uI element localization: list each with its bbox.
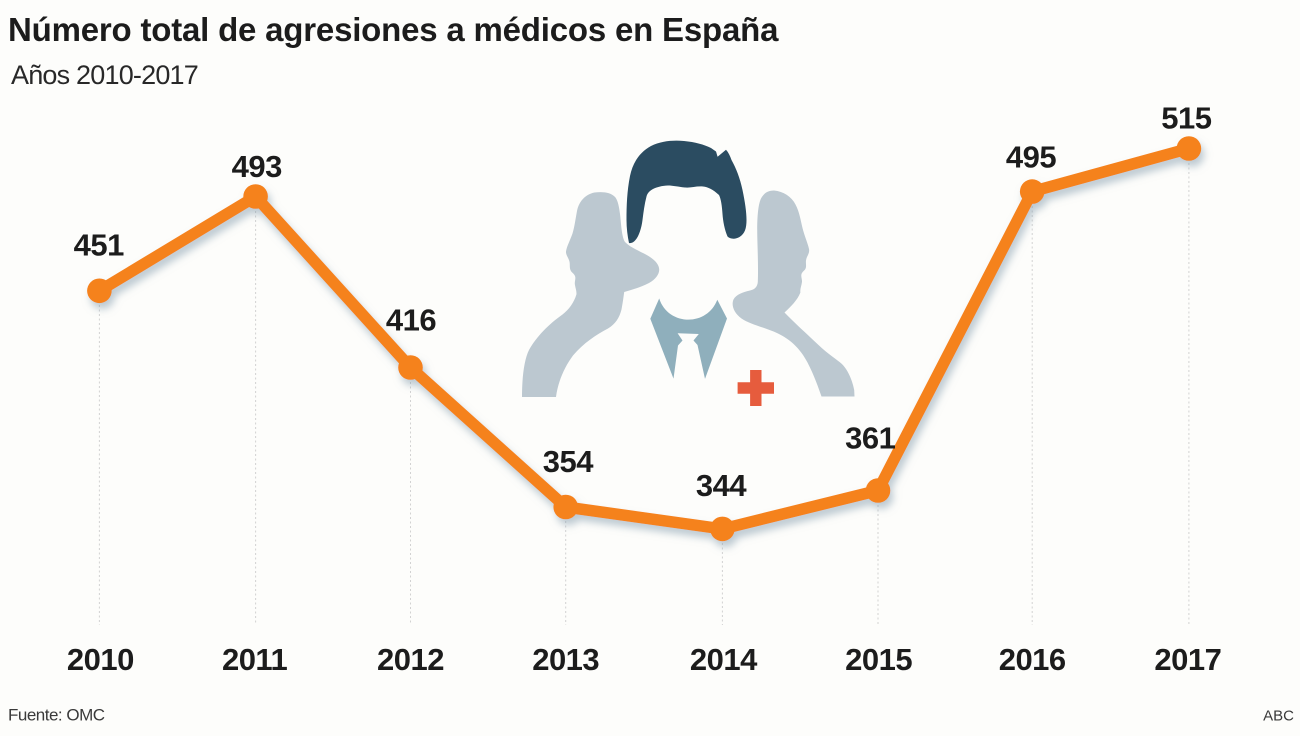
svg-text:451: 451 [74, 228, 124, 263]
svg-text:495: 495 [1006, 140, 1056, 175]
svg-text:Número total de agresiones a m: Número total de agresiones a médicos en … [8, 11, 779, 48]
svg-text:361: 361 [845, 421, 895, 456]
svg-text:344: 344 [696, 468, 747, 503]
svg-text:493: 493 [232, 149, 282, 184]
svg-text:2014: 2014 [690, 642, 758, 677]
svg-text:2011: 2011 [222, 642, 288, 677]
svg-text:2017: 2017 [1154, 642, 1221, 677]
svg-text:2010: 2010 [67, 642, 134, 677]
svg-text:ABC: ABC [1263, 708, 1294, 725]
svg-text:416: 416 [386, 303, 436, 338]
svg-text:2013: 2013 [532, 642, 599, 677]
svg-text:354: 354 [543, 444, 594, 479]
svg-text:2016: 2016 [999, 642, 1066, 677]
svg-text:2015: 2015 [845, 642, 912, 677]
svg-text:515: 515 [1161, 101, 1211, 136]
svg-text:2012: 2012 [377, 642, 444, 677]
svg-text:Fuente: OMC: Fuente: OMC [8, 706, 105, 725]
svg-text:Años 2010-2017: Años 2010-2017 [11, 60, 198, 90]
